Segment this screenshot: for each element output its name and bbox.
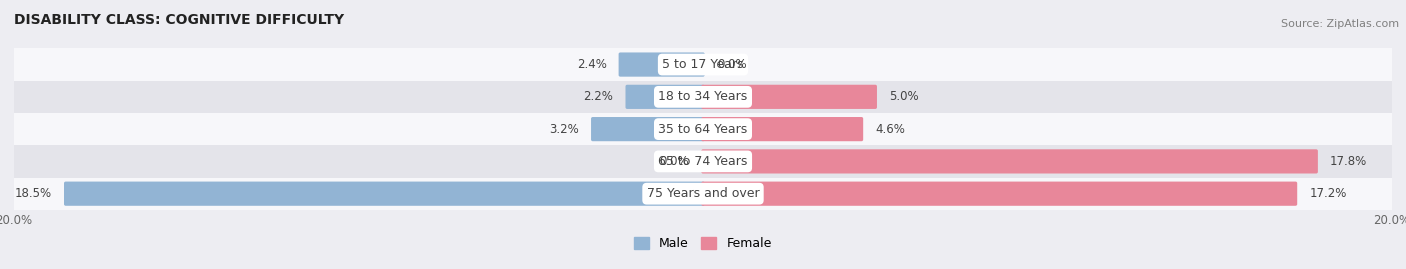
Legend: Male, Female: Male, Female bbox=[630, 232, 776, 255]
Text: 18.5%: 18.5% bbox=[15, 187, 52, 200]
FancyBboxPatch shape bbox=[702, 85, 877, 109]
Text: 0.0%: 0.0% bbox=[659, 155, 689, 168]
Text: 0.0%: 0.0% bbox=[717, 58, 747, 71]
FancyBboxPatch shape bbox=[619, 52, 704, 77]
FancyBboxPatch shape bbox=[702, 117, 863, 141]
Text: 18 to 34 Years: 18 to 34 Years bbox=[658, 90, 748, 103]
FancyBboxPatch shape bbox=[591, 117, 704, 141]
Text: 17.2%: 17.2% bbox=[1309, 187, 1347, 200]
Text: 2.4%: 2.4% bbox=[576, 58, 606, 71]
Text: 3.2%: 3.2% bbox=[550, 123, 579, 136]
FancyBboxPatch shape bbox=[14, 113, 1392, 145]
FancyBboxPatch shape bbox=[14, 81, 1392, 113]
FancyBboxPatch shape bbox=[626, 85, 704, 109]
Text: 5.0%: 5.0% bbox=[889, 90, 918, 103]
Text: 35 to 64 Years: 35 to 64 Years bbox=[658, 123, 748, 136]
Text: 4.6%: 4.6% bbox=[875, 123, 905, 136]
FancyBboxPatch shape bbox=[702, 149, 1317, 174]
FancyBboxPatch shape bbox=[65, 182, 704, 206]
Text: Source: ZipAtlas.com: Source: ZipAtlas.com bbox=[1281, 19, 1399, 29]
FancyBboxPatch shape bbox=[702, 182, 1298, 206]
FancyBboxPatch shape bbox=[14, 145, 1392, 178]
Text: DISABILITY CLASS: COGNITIVE DIFFICULTY: DISABILITY CLASS: COGNITIVE DIFFICULTY bbox=[14, 13, 344, 27]
FancyBboxPatch shape bbox=[14, 178, 1392, 210]
Text: 75 Years and over: 75 Years and over bbox=[647, 187, 759, 200]
Text: 2.2%: 2.2% bbox=[583, 90, 613, 103]
Text: 65 to 74 Years: 65 to 74 Years bbox=[658, 155, 748, 168]
Text: 17.8%: 17.8% bbox=[1330, 155, 1367, 168]
FancyBboxPatch shape bbox=[14, 48, 1392, 81]
Text: 5 to 17 Years: 5 to 17 Years bbox=[662, 58, 744, 71]
